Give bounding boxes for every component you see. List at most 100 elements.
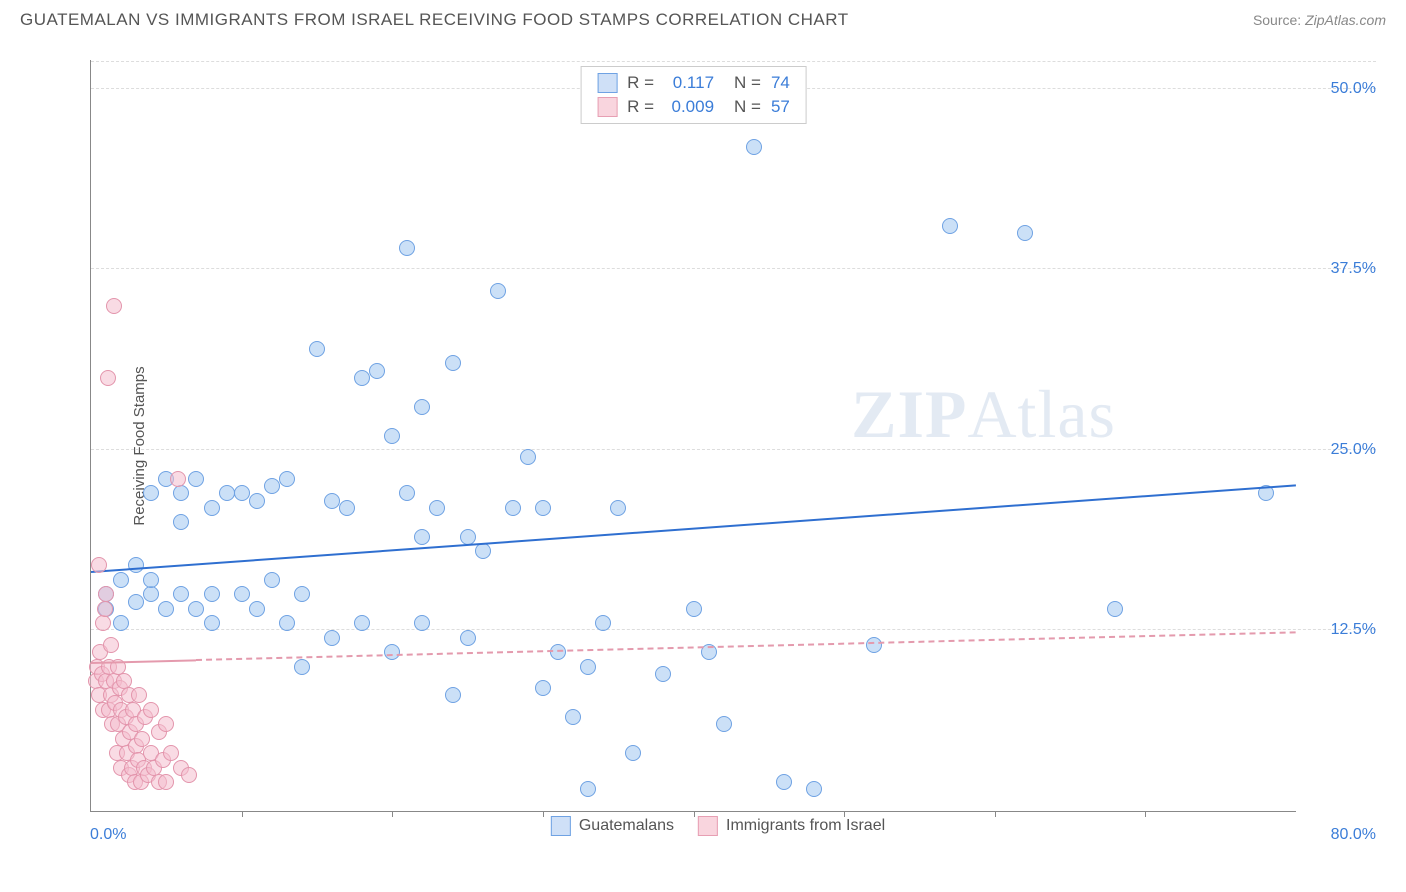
data-point-guatemalans (580, 781, 596, 797)
data-point-guatemalans (460, 529, 476, 545)
r-value: 0.117 (664, 73, 714, 93)
y-tick-label: 50.0% (1331, 80, 1376, 98)
source-link[interactable]: ZipAtlas.com (1305, 12, 1386, 28)
source-prefix: Source: (1253, 12, 1305, 28)
y-tick-label: 25.0% (1331, 441, 1376, 459)
data-point-guatemalans (655, 666, 671, 682)
gridline (91, 449, 1376, 450)
n-label: N = (734, 97, 761, 117)
data-point-guatemalans (158, 601, 174, 617)
data-point-israel (158, 774, 174, 790)
data-point-guatemalans (505, 500, 521, 516)
data-point-guatemalans (143, 586, 159, 602)
data-point-guatemalans (1017, 225, 1033, 241)
x-axis-min-label: 0.0% (90, 826, 126, 844)
stats-legend-row: R =0.009N =57 (581, 95, 806, 119)
data-point-guatemalans (143, 485, 159, 501)
data-point-israel (97, 601, 113, 617)
data-point-israel (95, 615, 111, 631)
data-point-guatemalans (249, 601, 265, 617)
legend-swatch (551, 816, 571, 836)
data-point-guatemalans (173, 485, 189, 501)
legend-label: Immigrants from Israel (726, 817, 885, 835)
data-point-guatemalans (324, 630, 340, 646)
data-point-guatemalans (128, 594, 144, 610)
data-point-guatemalans (595, 615, 611, 631)
data-point-israel (100, 370, 116, 386)
chart-area: Receiving Food Stamps ZIPAtlas R =0.117N… (50, 50, 1386, 842)
data-point-guatemalans (565, 709, 581, 725)
data-point-guatemalans (535, 500, 551, 516)
data-point-guatemalans (294, 659, 310, 675)
data-point-guatemalans (249, 493, 265, 509)
data-point-guatemalans (414, 615, 430, 631)
data-point-guatemalans (264, 478, 280, 494)
data-point-israel (131, 687, 147, 703)
data-point-israel (134, 731, 150, 747)
r-label: R = (627, 73, 654, 93)
data-point-israel (158, 716, 174, 732)
data-point-guatemalans (188, 471, 204, 487)
x-tick (995, 811, 996, 817)
data-point-guatemalans (369, 363, 385, 379)
y-tick-label: 12.5% (1331, 621, 1376, 639)
data-point-israel (163, 745, 179, 761)
data-point-guatemalans (399, 240, 415, 256)
data-point-guatemalans (445, 687, 461, 703)
legend-swatch (597, 73, 617, 93)
x-tick (1145, 811, 1146, 817)
series-legend: Guatemalans Immigrants from Israel (551, 816, 885, 836)
data-point-guatemalans (234, 586, 250, 602)
trend-line-israel (196, 631, 1296, 661)
x-axis-max-label: 80.0% (1331, 826, 1376, 844)
data-point-guatemalans (580, 659, 596, 675)
source-attribution: Source: ZipAtlas.com (1253, 12, 1386, 28)
data-point-guatemalans (776, 774, 792, 790)
data-point-guatemalans (128, 557, 144, 573)
data-point-israel (98, 586, 114, 602)
data-point-guatemalans (204, 586, 220, 602)
data-point-guatemalans (550, 644, 566, 660)
data-point-guatemalans (520, 449, 536, 465)
data-point-guatemalans (490, 283, 506, 299)
data-point-guatemalans (460, 630, 476, 646)
data-point-guatemalans (294, 586, 310, 602)
n-value: 74 (771, 73, 790, 93)
plot-region: ZIPAtlas R =0.117N =74R =0.009N =57 12.5… (90, 60, 1296, 812)
x-tick (242, 811, 243, 817)
data-point-guatemalans (204, 500, 220, 516)
data-point-guatemalans (716, 716, 732, 732)
data-point-guatemalans (279, 471, 295, 487)
data-point-israel (181, 767, 197, 783)
r-label: R = (627, 97, 654, 117)
data-point-guatemalans (686, 601, 702, 617)
data-point-guatemalans (942, 218, 958, 234)
gridline (91, 268, 1376, 269)
legend-label: Guatemalans (579, 817, 674, 835)
data-point-guatemalans (429, 500, 445, 516)
data-point-guatemalans (188, 601, 204, 617)
data-point-guatemalans (324, 493, 340, 509)
data-point-guatemalans (399, 485, 415, 501)
data-point-guatemalans (309, 341, 325, 357)
data-point-guatemalans (279, 615, 295, 631)
data-point-israel (103, 637, 119, 653)
data-point-guatemalans (113, 615, 129, 631)
data-point-guatemalans (354, 615, 370, 631)
stats-legend: R = 0.117 N = 74R =0.009N =57 (580, 66, 807, 124)
data-point-guatemalans (143, 572, 159, 588)
stats-legend-row: R = 0.117 N = 74 (581, 71, 806, 95)
data-point-guatemalans (535, 680, 551, 696)
data-point-israel (170, 471, 186, 487)
watermark: ZIPAtlas (851, 375, 1116, 454)
n-label: N = (734, 73, 761, 93)
legend-item: Immigrants from Israel (698, 816, 885, 836)
data-point-guatemalans (625, 745, 641, 761)
y-tick-label: 37.5% (1331, 260, 1376, 278)
data-point-guatemalans (219, 485, 235, 501)
data-point-guatemalans (384, 644, 400, 660)
x-tick (392, 811, 393, 817)
data-point-guatemalans (414, 529, 430, 545)
data-point-guatemalans (806, 781, 822, 797)
data-point-guatemalans (445, 355, 461, 371)
